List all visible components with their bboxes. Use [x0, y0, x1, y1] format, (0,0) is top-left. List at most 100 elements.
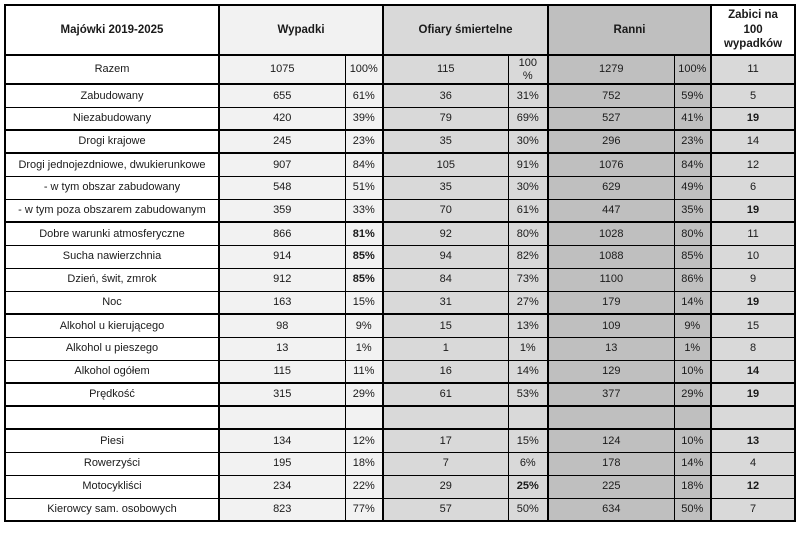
- cell-zabici: [710, 405, 796, 431]
- cell-wypadki-pct: 11%: [344, 359, 384, 385]
- cell-wypadki-pct: 18%: [344, 451, 384, 476]
- cell-wypadki: 907: [218, 152, 346, 177]
- row-label: Drogi jednojezdniowe, dwukierunkowe: [4, 152, 220, 177]
- table-row: Alkohol u pieszego 13 1% 1 1% 13 1% 8: [4, 336, 796, 361]
- row-label: Kierowcy sam. osobowych: [4, 497, 220, 522]
- cell-ofiary-pct: 27%: [507, 290, 549, 316]
- cell-zabici: 5: [710, 83, 796, 108]
- row-label: Prędkość: [4, 382, 220, 408]
- cell-ranni: 1028: [547, 221, 675, 246]
- cell-ranni-pct: 85%: [673, 244, 712, 269]
- cell-ofiary-pct: 25%: [507, 474, 549, 499]
- cell-ranni: 1076: [547, 152, 675, 177]
- cell-ranni-pct: 50%: [673, 497, 712, 522]
- col-header-wypadki: Wypadki: [217, 4, 384, 56]
- cell-wypadki: 245: [218, 129, 346, 155]
- cell-ofiary: 115: [382, 54, 509, 86]
- table-row: - w tym poza obszarem zabudowanym 359 33% 7…: [4, 198, 796, 224]
- cell-zabici: 12: [710, 474, 796, 499]
- col-header-ranni: Ranni: [547, 4, 712, 56]
- cell-ranni-pct: 80%: [673, 221, 712, 246]
- cell-ranni-pct: [673, 405, 712, 431]
- cell-ranni-pct: 1%: [673, 336, 712, 361]
- table-row: Rowerzyści 195 18% 7 6% 178 14% 4: [4, 451, 796, 476]
- cell-zabici: 12: [710, 152, 796, 177]
- header-row: Majówki 2019-2025 Wypadki Ofiary śmierte…: [4, 4, 796, 56]
- cell-wypadki: [218, 405, 346, 431]
- table-row: Razem 1075 100% 115 100 % 1279 100% 11: [4, 54, 796, 86]
- cell-wypadki: 823: [218, 497, 346, 522]
- cell-wypadki-pct: 29%: [344, 382, 384, 408]
- cell-ranni-pct: 84%: [673, 152, 712, 177]
- cell-wypadki: 98: [218, 313, 346, 338]
- cell-ofiary: 7: [382, 451, 509, 476]
- cell-ofiary-pct: 1%: [507, 336, 549, 361]
- cell-ranni: 447: [547, 198, 675, 224]
- cell-ofiary-pct: 6%: [507, 451, 549, 476]
- cell-zabici: 7: [710, 497, 796, 522]
- cell-zabici: 14: [710, 359, 796, 385]
- cell-ranni: 179: [547, 290, 675, 316]
- cell-zabici: 9: [710, 267, 796, 292]
- cell-ranni: 527: [547, 106, 675, 132]
- cell-ranni: [547, 405, 675, 431]
- cell-ranni: 129: [547, 359, 675, 385]
- cell-wypadki-pct: 81%: [344, 221, 384, 246]
- cell-zabici: 19: [710, 106, 796, 132]
- cell-wypadki-pct: [344, 405, 384, 431]
- cell-ofiary: 15: [382, 313, 509, 338]
- row-label: Alkohol u kierującego: [4, 313, 220, 338]
- row-label: Piesi: [4, 428, 220, 453]
- cell-ranni: 629: [547, 175, 675, 200]
- cell-ranni: 377: [547, 382, 675, 408]
- cell-ranni: 109: [547, 313, 675, 338]
- cell-zabici: 19: [710, 198, 796, 224]
- cell-ofiary-pct: 73%: [507, 267, 549, 292]
- cell-ofiary-pct: 91%: [507, 152, 549, 177]
- row-label: Motocykliści: [4, 474, 220, 499]
- cell-wypadki-pct: 85%: [344, 244, 384, 269]
- row-label: Sucha nawierzchnia: [4, 244, 220, 269]
- row-label: - w tym poza obszarem zabudowanym: [4, 198, 220, 224]
- cell-ranni-pct: 86%: [673, 267, 712, 292]
- table-row: Alkohol ogółem 115 11% 16 14% 129 10% 14: [4, 359, 796, 385]
- cell-ofiary-pct: 30%: [507, 175, 549, 200]
- cell-ofiary-pct: 100 %: [507, 54, 549, 86]
- cell-zabici: 11: [710, 221, 796, 246]
- table-row: Noc 163 15% 31 27% 179 14% 19: [4, 290, 796, 316]
- cell-zabici: 6: [710, 175, 796, 200]
- cell-wypadki-pct: 51%: [344, 175, 384, 200]
- cell-zabici: 19: [710, 290, 796, 316]
- cell-wypadki-pct: 23%: [344, 129, 384, 155]
- cell-ranni-pct: 14%: [673, 451, 712, 476]
- cell-zabici: 13: [710, 428, 796, 453]
- table-row: Drogi krajowe 245 23% 35 30% 296 23% 14: [4, 129, 796, 155]
- cell-wypadki: 115: [218, 359, 346, 385]
- cell-ranni-pct: 35%: [673, 198, 712, 224]
- table-row: Alkohol u kierującego 98 9% 15 13% 109 9% 15: [4, 313, 796, 338]
- cell-ranni: 296: [547, 129, 675, 155]
- row-label: Noc: [4, 290, 220, 316]
- cell-ranni: 1279: [547, 54, 675, 86]
- cell-wypadki-pct: 15%: [344, 290, 384, 316]
- cell-ofiary: 35: [382, 175, 509, 200]
- cell-ofiary: 105: [382, 152, 509, 177]
- cell-ofiary: 35: [382, 129, 509, 155]
- cell-wypadki: 315: [218, 382, 346, 408]
- cell-zabici: 8: [710, 336, 796, 361]
- cell-ofiary-pct: 69%: [507, 106, 549, 132]
- cell-ofiary: [382, 405, 509, 431]
- cell-ofiary: 29: [382, 474, 509, 499]
- cell-ranni-pct: 10%: [673, 359, 712, 385]
- cell-ranni-pct: 9%: [673, 313, 712, 338]
- cell-ranni-pct: 41%: [673, 106, 712, 132]
- cell-ofiary: 57: [382, 497, 509, 522]
- cell-ofiary-pct: 13%: [507, 313, 549, 338]
- cell-wypadki-pct: 12%: [344, 428, 384, 453]
- cell-zabici: 14: [710, 129, 796, 155]
- cell-ranni: 1088: [547, 244, 675, 269]
- cell-ranni-pct: 23%: [673, 129, 712, 155]
- cell-ofiary: 31: [382, 290, 509, 316]
- cell-wypadki: 13: [218, 336, 346, 361]
- cell-wypadki: 548: [218, 175, 346, 200]
